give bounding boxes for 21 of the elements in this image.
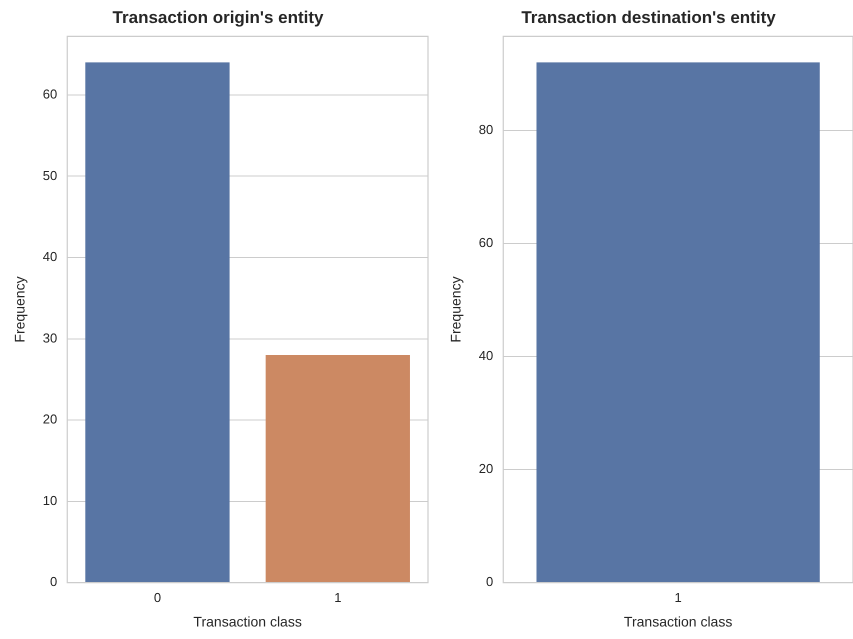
chart-title: Transaction origin's entity: [112, 8, 324, 27]
x-axis-title: Transaction class: [193, 613, 302, 630]
x-tick-label: 1: [674, 590, 682, 605]
chart-title: Transaction destination's entity: [521, 8, 776, 27]
y-tick-label: 40: [478, 348, 494, 364]
y-axis-title: Frequency: [11, 276, 28, 343]
x-tick-label: 0: [154, 590, 162, 605]
y-tick-label: 50: [42, 168, 58, 183]
y-axis-title: Frequency: [447, 276, 464, 343]
y-tick-label: 20: [478, 461, 494, 476]
x-axis-title: Transaction class: [624, 613, 732, 630]
y-tick-label: 0: [486, 574, 494, 590]
x-tick-label: 1: [334, 590, 342, 605]
y-tick-label: 10: [42, 492, 58, 508]
y-tick-label: 60: [478, 234, 494, 250]
y-tick-label: 60: [42, 86, 58, 102]
y-tick-label: 40: [42, 249, 58, 264]
y-tick-label: 30: [42, 330, 58, 346]
y-tick-label: 0: [50, 574, 58, 590]
y-tick-label: 20: [42, 412, 58, 427]
y-tick-label: 80: [478, 122, 494, 137]
